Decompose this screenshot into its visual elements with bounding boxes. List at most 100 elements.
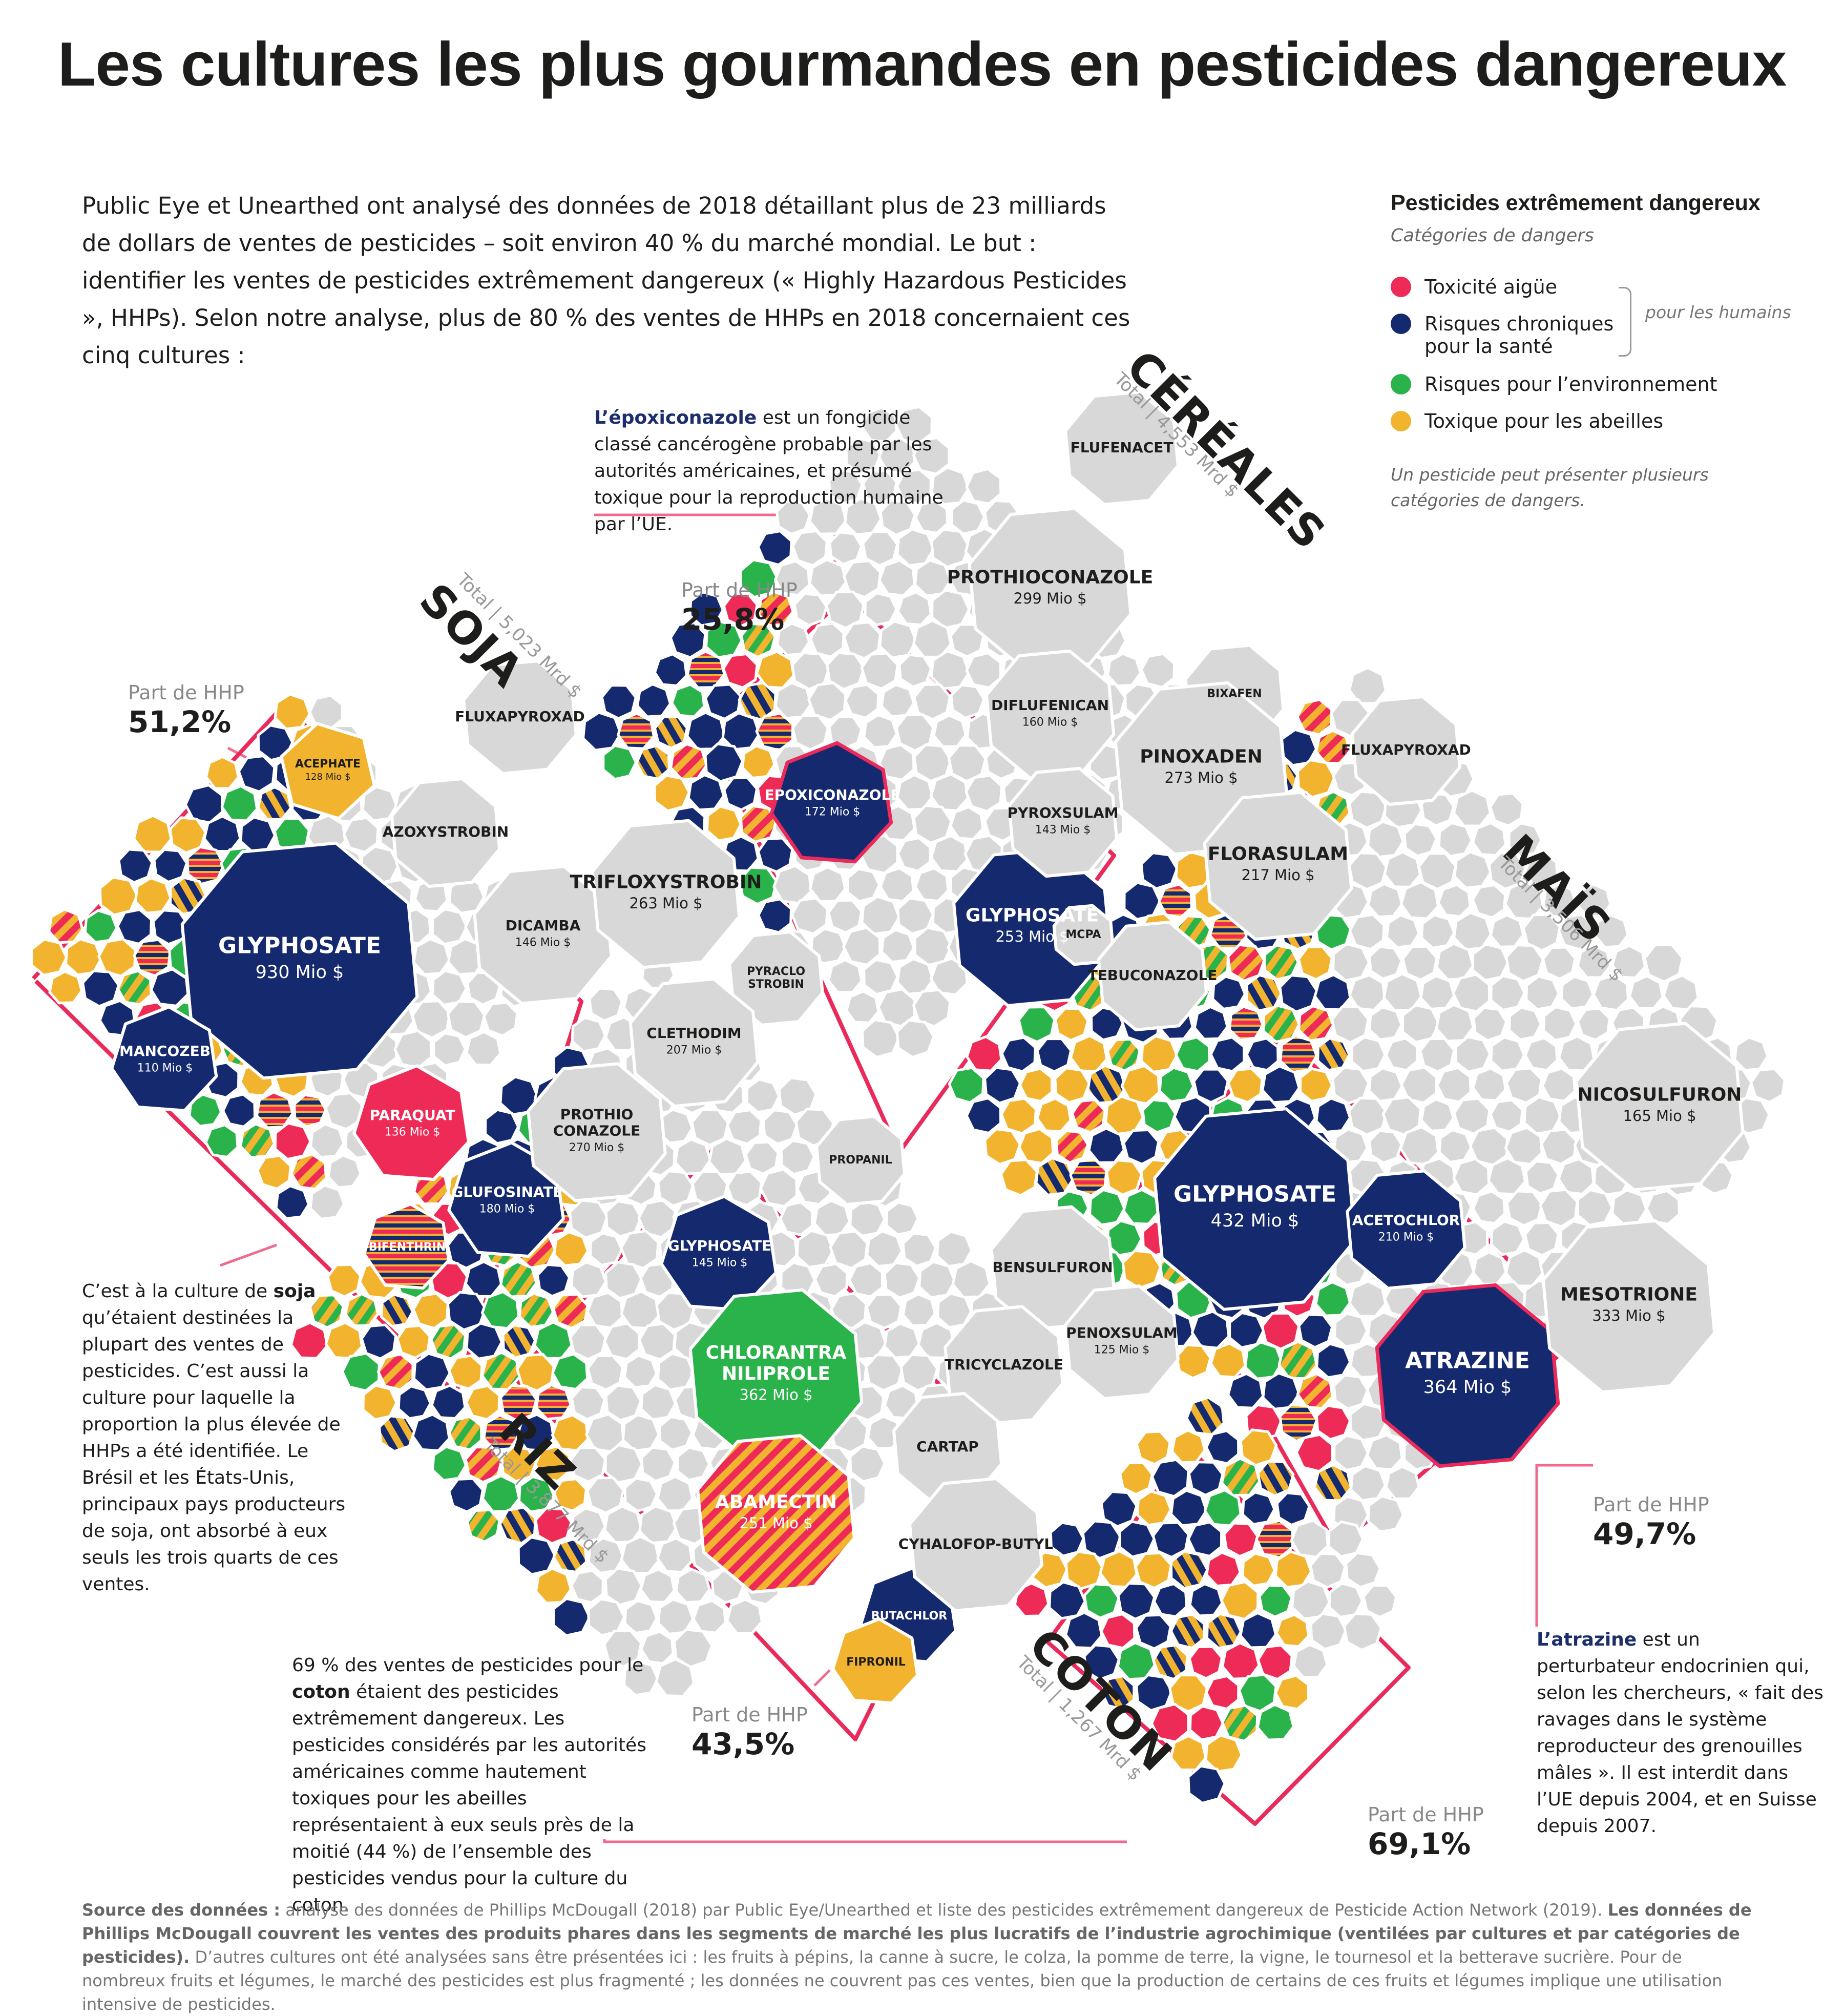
pesticide-cell [842,926,882,966]
pesticide-cell [912,804,953,844]
cell-value: 136 Mio $ [385,1126,441,1138]
pesticide-cell [517,1536,556,1576]
cell-label: GLYPHOSATE [218,933,381,959]
pesticide-cell [1333,1312,1369,1348]
pesticide-cell [1368,1006,1403,1041]
pesticide-cell [965,1097,1002,1135]
pesticide-cell [1018,1127,1055,1165]
pesticide-cell [813,1199,851,1237]
legend-label: Toxique pour les abeilles [1424,410,1664,432]
pesticide-cell [1238,1673,1277,1713]
pesticide-cell [289,1321,329,1360]
pesticide-cell-tricyclazole [944,1305,1064,1426]
cell-label: CARTAP [916,1438,979,1455]
pesticide-cell [1594,913,1629,949]
pesticide-cell [603,1322,641,1361]
pesticide-cell [1296,1372,1334,1410]
leader-line [1535,1464,1593,1627]
pesticide-cell [1141,1098,1177,1134]
cell-value: 362 Mio $ [739,1386,812,1404]
pesticide-cell [1261,1312,1301,1350]
pesticide-cell [117,848,154,884]
pesticide-cell [845,990,880,1024]
pesticide-cell [1400,881,1440,920]
pesticide-cell [1135,1613,1172,1650]
pesticide-cell [1297,945,1333,981]
cell-value: 270 Mio $ [569,1141,625,1154]
pesticide-cell [293,1093,327,1128]
cell-value: 145 Mio $ [692,1256,748,1269]
pesticide-cell [865,1293,903,1330]
pesticide-cell [1438,1129,1473,1163]
pesticide-cell [1523,1221,1560,1257]
pesticide-cell [721,712,761,751]
pesticide-cell [690,1108,729,1147]
pesticide-cell [637,1199,677,1239]
pesticide-cell [1228,1312,1265,1349]
pesticide-cell [1298,1067,1334,1103]
cell-value: 143 Mio $ [1035,823,1091,836]
pesticide-cell [483,1001,519,1037]
pesticide-cell [1333,1434,1370,1472]
pesticide-cell [48,908,84,944]
pesticide-cell [655,1657,696,1698]
pesticide-cell [656,1475,694,1512]
pesticide-cell [1315,729,1351,765]
pesticide-cell [864,592,898,627]
pesticide-cell [1350,1035,1387,1073]
pesticide-cell [676,1446,711,1482]
pesticide-cell [1399,1126,1440,1166]
pesticide-cell [552,1537,588,1573]
pesticide-cell [1420,1098,1455,1132]
pesticide-cell-abamectin [696,1434,856,1594]
pesticide-cell [1255,1519,1294,1559]
pesticide-cell [809,865,847,903]
pesticide-cell [827,469,864,505]
pesticide-cell [1367,1494,1405,1533]
pesticide-cell [327,1154,362,1189]
pesticide-cell [999,1158,1039,1197]
pesticide-cell [878,743,915,781]
pesticide-cell [204,755,240,790]
pesticide-cell [950,499,986,535]
coton-share-label: Part de HHP [1368,1803,1484,1826]
pesticide-cell [791,529,828,567]
pesticide-cell [1297,1005,1335,1042]
pesticide-cell [757,837,794,874]
pesticide-cell [81,969,120,1008]
pesticide-cell [983,1128,1021,1166]
pesticide-cell [1071,1098,1106,1134]
pesticide-cell [862,469,898,505]
pesticide-cell [1471,883,1507,919]
legend-item-acute: Toxicité aigüe [1391,276,1557,298]
pesticide-cell [1368,1067,1403,1103]
pesticide-cell [396,1324,431,1360]
pesticide-cell [635,744,671,780]
pesticide-cell [895,713,935,752]
pesticide-cell [464,1260,503,1298]
pesticide-cell [188,1093,223,1128]
pesticide-cell [1385,913,1420,949]
pesticide-cell [1193,1005,1229,1041]
pesticide-cell [620,1230,660,1270]
pesticide-cell [1158,883,1193,919]
pesticide-cell [1176,1343,1212,1380]
pesticide-cell [380,1293,414,1328]
pesticide-cell [866,1415,902,1450]
pesticide-cell [1175,1035,1211,1073]
pesticide-cell [1048,1581,1086,1620]
pesticide-cell [674,1138,712,1175]
pesticide-cell [1295,1433,1334,1473]
pesticide-cell [65,938,103,976]
pesticide-cell [1487,851,1527,890]
pesticide-cell [1385,1465,1420,1501]
pesticide-cell-fluxapyroxad [462,659,578,775]
pesticide-cell-acetochlor [1346,1169,1466,1290]
pesticide-cell [1188,1645,1224,1680]
pesticide-cell [1209,1036,1246,1073]
pesticide-cell [1332,1374,1369,1410]
pesticide-cell [883,1322,920,1359]
pesticide-cell [1558,1035,1596,1072]
legend-label: Risques chroniques pour la santé [1424,313,1614,358]
pesticide-cell [1417,852,1457,890]
